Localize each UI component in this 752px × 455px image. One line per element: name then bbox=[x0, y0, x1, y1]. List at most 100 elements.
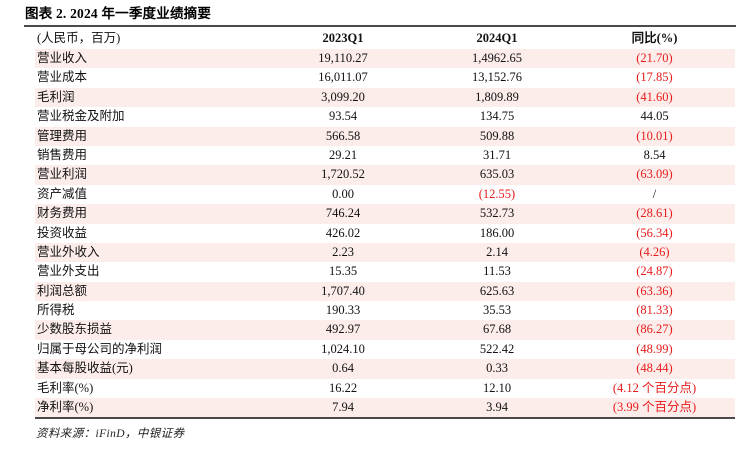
cell-value: (3.99 个百分点) bbox=[612, 400, 697, 415]
table-row: 投资收益 426.02 186.00 (56.34) bbox=[35, 224, 735, 243]
cell-value: 635.03 bbox=[479, 167, 515, 182]
column-header-unit: (人民币，百万) bbox=[37, 31, 121, 45]
cell-value: 16.22 bbox=[328, 380, 358, 395]
cell-value: 8.54 bbox=[643, 147, 666, 162]
table-row: 归属于母公司的净利润 1,024.10 522.42 (48.99) bbox=[35, 340, 735, 359]
cell-value: 426.02 bbox=[325, 225, 361, 240]
row-label: 管理费用 bbox=[37, 128, 88, 143]
figure-block: 图表 2. 2024 年一季度业绩摘要 (人民币，百万) 2023Q1 2024… bbox=[24, 0, 736, 441]
cell-value: / bbox=[652, 186, 657, 201]
title-rule bbox=[24, 25, 736, 27]
cell-value: 186.00 bbox=[479, 225, 515, 240]
row-label: 营业收入 bbox=[37, 51, 88, 65]
table-row: 管理费用 566.58 509.88 (10.01) bbox=[35, 126, 735, 146]
cell-value: 3.94 bbox=[486, 400, 508, 415]
row-label: 利润总额 bbox=[37, 283, 88, 298]
cell-value: (17.85) bbox=[636, 70, 673, 85]
cell-value: (24.87) bbox=[636, 264, 673, 279]
cell-value: (21.70) bbox=[636, 51, 673, 65]
cell-value: 11.53 bbox=[483, 264, 511, 279]
cell-value: 522.42 bbox=[479, 341, 515, 356]
cell-value: 16,011.07 bbox=[318, 70, 368, 85]
cell-value: 0.33 bbox=[486, 361, 508, 376]
row-label: 基本每股收益(元) bbox=[37, 361, 133, 376]
cell-value: 3,099.20 bbox=[321, 89, 365, 104]
row-label: 归属于母公司的净利润 bbox=[37, 341, 163, 356]
row-label: 资产减值 bbox=[37, 186, 88, 201]
cell-value: 15.35 bbox=[328, 264, 358, 279]
cell-value: (63.09) bbox=[636, 167, 673, 182]
table-row: 营业外收入 2.23 2.14 (4.26) bbox=[35, 242, 735, 263]
table-row: 毛利率(%) 16.22 12.10 (4.12 个百分点) bbox=[35, 379, 735, 398]
row-label: 毛利率(%) bbox=[37, 380, 94, 395]
cell-value: 1,4962.65 bbox=[472, 51, 522, 65]
cell-value: 134.75 bbox=[479, 109, 515, 124]
row-label: 营业外收入 bbox=[37, 244, 100, 259]
table-row: 营业成本 16,011.07 13,152.76 (17.85) bbox=[35, 68, 735, 87]
cell-value: 29.21 bbox=[328, 147, 358, 162]
cell-value: 7.94 bbox=[332, 400, 354, 415]
cell-value: (86.27) bbox=[636, 322, 673, 337]
row-label: 少数股东损益 bbox=[37, 322, 113, 337]
cell-value: 625.63 bbox=[479, 283, 515, 298]
table-row: 利润总额 1,707.40 625.63 (63.36) bbox=[35, 281, 735, 302]
cell-value: 532.73 bbox=[479, 206, 515, 221]
cell-value: (12.55) bbox=[478, 186, 516, 201]
table-row: 销售费用 29.21 31.71 8.54 bbox=[35, 146, 735, 165]
cell-value: 2.23 bbox=[332, 244, 354, 259]
table-row: 营业外支出 15.35 11.53 (24.87) bbox=[35, 262, 735, 281]
table-row: 毛利润 3,099.20 1,809.89 (41.60) bbox=[35, 87, 735, 108]
row-label: 投资收益 bbox=[37, 225, 88, 240]
cell-value: 1,024.10 bbox=[321, 341, 365, 356]
cell-value: (10.01) bbox=[636, 128, 673, 143]
table-row: 营业收入 19,110.27 1,4962.65 (21.70) bbox=[35, 49, 735, 69]
table-header-row: (人民币，百万) 2023Q1 2024Q1 同比(%) bbox=[35, 27, 735, 49]
column-header-2024q1: 2024Q1 bbox=[476, 31, 518, 45]
row-label: 营业成本 bbox=[37, 70, 88, 85]
table-row: 少数股东损益 492.97 67.68 (86.27) bbox=[35, 320, 735, 340]
column-header-yoy: 同比(%) bbox=[631, 31, 678, 45]
cell-value: 566.58 bbox=[325, 128, 361, 143]
cell-value: 35.53 bbox=[482, 303, 512, 318]
cell-value: 1,809.89 bbox=[475, 89, 519, 104]
cell-value: (48.99) bbox=[636, 341, 673, 356]
cell-value: 1,720.52 bbox=[321, 167, 365, 182]
row-label: 财务费用 bbox=[37, 206, 88, 221]
figure-title: 图表 2. 2024 年一季度业绩摘要 bbox=[25, 6, 212, 21]
cell-value: 13,152.76 bbox=[472, 70, 522, 85]
cell-value: 44.05 bbox=[640, 109, 669, 124]
cell-value: 746.24 bbox=[325, 206, 361, 221]
row-label: 营业利润 bbox=[37, 167, 88, 182]
row-label: 净利率(%) bbox=[37, 400, 94, 415]
source-note: 资料来源：iFinD，中银证券 bbox=[36, 428, 185, 441]
cell-value: 492.97 bbox=[325, 322, 361, 337]
cell-value: (48.44) bbox=[636, 361, 673, 376]
table-row: 营业利润 1,720.52 635.03 (63.09) bbox=[35, 165, 735, 185]
row-label: 营业外支出 bbox=[37, 264, 100, 279]
cell-value: 19,110.27 bbox=[318, 51, 368, 65]
cell-value: (28.61) bbox=[636, 206, 673, 221]
column-header-2023q1: 2023Q1 bbox=[322, 31, 364, 45]
table-row: 所得税 190.33 35.53 (81.33) bbox=[35, 301, 735, 320]
cell-value: (81.33) bbox=[636, 303, 673, 318]
table-row: 财务费用 746.24 532.73 (28.61) bbox=[35, 204, 735, 224]
row-label: 所得税 bbox=[37, 303, 75, 318]
row-label: 毛利润 bbox=[37, 89, 75, 104]
table-row: 营业税金及附加 93.54 134.75 44.05 bbox=[35, 107, 735, 126]
cell-value: 31.71 bbox=[482, 147, 512, 162]
cell-value: 0.64 bbox=[332, 361, 354, 376]
cell-value: (63.36) bbox=[636, 283, 673, 298]
summary-table: (人民币，百万) 2023Q1 2024Q1 同比(%) 营业收入 19,110.… bbox=[35, 27, 735, 418]
cell-value: 190.33 bbox=[325, 303, 361, 318]
cell-value: 2.14 bbox=[486, 244, 508, 259]
cell-value: 93.54 bbox=[328, 109, 358, 124]
cell-value: (4.12 个百分点) bbox=[612, 380, 697, 395]
table-bottom-rule bbox=[35, 417, 735, 420]
cell-value: (4.26) bbox=[639, 244, 670, 259]
row-label: 营业税金及附加 bbox=[37, 109, 125, 124]
cell-value: 0.00 bbox=[332, 186, 354, 201]
cell-value: 1,707.40 bbox=[321, 283, 365, 298]
cell-value: (41.60) bbox=[636, 89, 673, 104]
table-row: 资产减值 0.00 (12.55) / bbox=[35, 185, 735, 204]
cell-value: (56.34) bbox=[636, 225, 673, 240]
